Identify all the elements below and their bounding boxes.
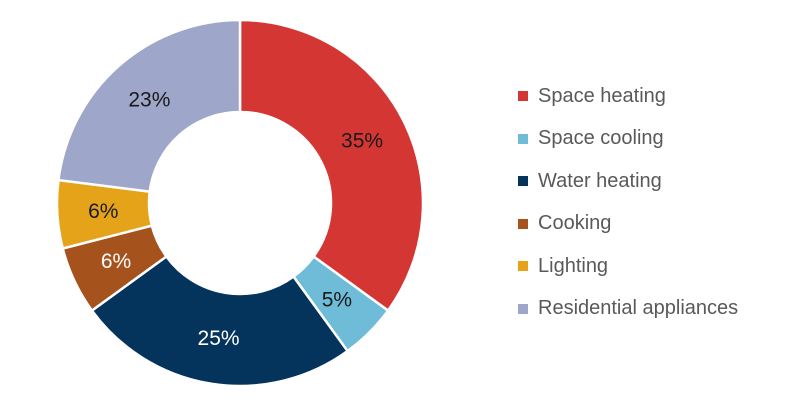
slice-water-heating [90,254,350,388]
legend-swatch [518,133,528,144]
legend-label: Residential appliances [538,297,739,320]
data-label-cooking: 6% [101,250,131,273]
legend-item-space-heating: Space heating [518,75,738,118]
legend-item-cooking: Cooking [518,203,738,246]
legend-item-space-cooling: Space cooling [518,118,738,161]
legend-item-lighting: Lighting [518,245,738,288]
slice-space-heating [238,18,425,313]
legend-item-residential-appliances: Residential appliances [518,288,738,331]
legend-swatch [518,261,528,272]
data-label-space-cooling: 5% [322,288,352,311]
slice-residential-appliances [57,18,242,193]
legend-swatch [518,303,528,314]
legend-label: Space heating [538,84,666,107]
legend-label: Lighting [538,254,609,277]
data-label-lighting: 6% [88,200,118,223]
legend-item-water-heating: Water heating [518,160,738,203]
data-label-residential-appliances: 23% [128,89,170,112]
legend-swatch [518,176,528,187]
data-label-water-heating: 25% [198,327,240,350]
legend-swatch [518,91,528,102]
donut-slices [55,18,425,388]
legend: Space heating Space cooling Water heating C… [518,75,738,330]
legend-label: Space cooling [538,127,664,150]
legend-swatch [518,218,528,229]
donut-data-labels: 35% 5% 25% 6% 6% 23% [88,89,383,350]
legend-label: Cooking [538,212,612,235]
data-label-space-heating: 35% [341,129,383,152]
legend-label: Water heating [538,169,662,192]
